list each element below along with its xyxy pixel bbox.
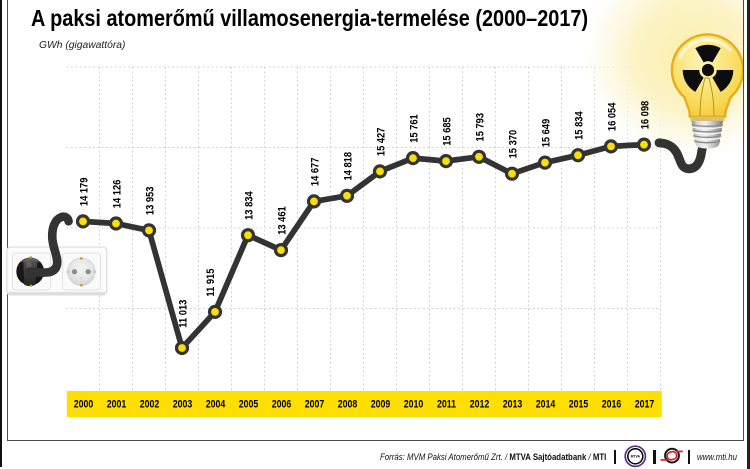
svg-text:2008: 2008 xyxy=(338,399,358,411)
svg-text:15 761: 15 761 xyxy=(409,114,421,143)
svg-text:14 179: 14 179 xyxy=(79,177,91,206)
svg-text:15 685: 15 685 xyxy=(442,117,454,146)
svg-text:15 649: 15 649 xyxy=(541,118,553,147)
svg-text:2011: 2011 xyxy=(437,399,456,411)
svg-text:15 427: 15 427 xyxy=(376,127,388,156)
svg-text:2013: 2013 xyxy=(503,399,523,411)
svg-text:2006: 2006 xyxy=(272,399,292,411)
svg-text:14 818: 14 818 xyxy=(343,152,355,181)
svg-text:2001: 2001 xyxy=(107,399,127,411)
svg-text:11 915: 11 915 xyxy=(205,268,217,296)
svg-text:14 677: 14 677 xyxy=(310,157,322,186)
svg-text:15 834: 15 834 xyxy=(574,111,586,140)
svg-text:2003: 2003 xyxy=(173,399,193,411)
svg-text:16 098: 16 098 xyxy=(640,100,652,129)
svg-text:2002: 2002 xyxy=(140,399,160,411)
svg-text:2004: 2004 xyxy=(206,399,226,411)
svg-text:14 126: 14 126 xyxy=(112,179,124,208)
svg-text:16 054: 16 054 xyxy=(607,102,619,131)
svg-text:15 793: 15 793 xyxy=(475,113,487,142)
svg-text:2015: 2015 xyxy=(569,399,589,411)
svg-text:13 461: 13 461 xyxy=(277,206,289,235)
svg-text:2005: 2005 xyxy=(239,399,259,411)
svg-text:2000: 2000 xyxy=(74,399,94,411)
svg-text:2016: 2016 xyxy=(602,399,622,411)
svg-text:13 953: 13 953 xyxy=(145,186,157,215)
svg-text:15 370: 15 370 xyxy=(508,130,520,159)
svg-text:2010: 2010 xyxy=(404,399,424,411)
svg-text:13 834: 13 834 xyxy=(244,191,256,220)
svg-text:MTVA: MTVA xyxy=(630,455,640,459)
svg-text:2012: 2012 xyxy=(470,399,490,411)
svg-text:2014: 2014 xyxy=(536,399,556,411)
svg-text:2017: 2017 xyxy=(635,399,655,411)
svg-text:2009: 2009 xyxy=(371,399,391,411)
svg-text:2007: 2007 xyxy=(305,399,325,411)
svg-text:11 013: 11 013 xyxy=(178,299,190,327)
